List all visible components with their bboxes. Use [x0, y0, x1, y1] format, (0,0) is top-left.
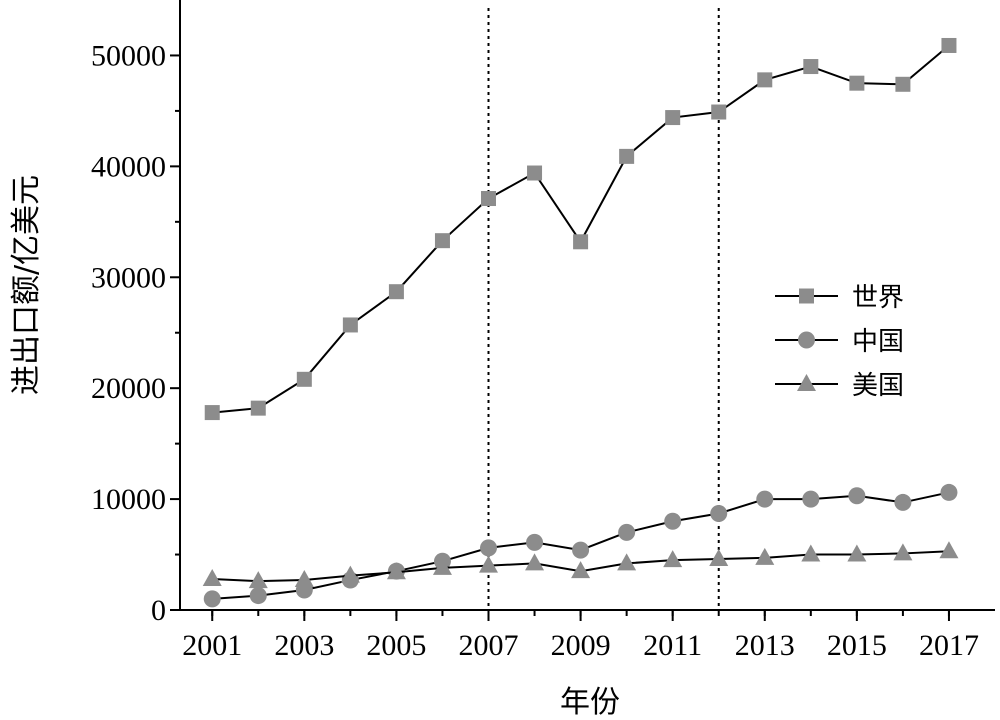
data-point — [895, 76, 911, 92]
data-point — [480, 539, 498, 557]
data-point — [894, 493, 912, 511]
data-point — [803, 59, 819, 75]
data-point — [249, 587, 267, 605]
data-point — [525, 553, 545, 571]
x-tick-label: 2007 — [459, 629, 519, 662]
x-axis-title: 年份 — [560, 685, 620, 720]
data-point — [711, 104, 727, 120]
data-point — [939, 541, 959, 559]
data-point — [940, 483, 958, 501]
data-point — [618, 523, 636, 541]
data-point — [432, 557, 452, 575]
legend-item: 美国 — [775, 371, 904, 401]
data-point — [386, 562, 406, 580]
series-circle — [203, 483, 958, 608]
data-point — [526, 533, 544, 551]
y-tick-label: 20000 — [91, 372, 166, 405]
data-point — [571, 561, 591, 579]
x-tick-label: 2015 — [827, 629, 887, 662]
data-point — [294, 570, 314, 588]
data-point — [572, 541, 590, 559]
data-point — [757, 72, 773, 88]
data-point — [755, 547, 775, 565]
data-point — [248, 571, 268, 589]
y-axis-title: 进出口额/亿美元 — [9, 175, 44, 395]
data-point — [619, 148, 635, 164]
x-tick-label: 2003 — [274, 629, 334, 662]
legend-label: 世界 — [852, 283, 904, 313]
y-tick-label: 40000 — [91, 150, 166, 183]
x-tick-label: 2013 — [735, 629, 795, 662]
data-point — [664, 512, 682, 530]
data-point — [340, 565, 360, 583]
data-point — [710, 505, 728, 523]
series-line — [212, 44, 950, 414]
data-point — [617, 553, 637, 571]
x-tick-label: 2001 — [182, 629, 242, 662]
data-point — [481, 191, 497, 207]
data-point — [893, 543, 913, 561]
legend-label: 中国 — [852, 327, 904, 357]
legend-marker — [799, 288, 814, 304]
y-axis-ticks: 0 10000 20000 30000 40000 50000 — [91, 39, 180, 627]
data-point — [573, 234, 589, 250]
y-tick-label: 10000 — [91, 483, 166, 516]
data-point — [204, 405, 220, 421]
x-tick-label: 2005 — [366, 629, 426, 662]
data-point — [756, 490, 774, 508]
data-point — [665, 110, 681, 126]
x-tick-label: 2009 — [551, 629, 611, 662]
data-point — [388, 284, 404, 300]
legend-marker — [798, 331, 815, 349]
data-point — [848, 487, 866, 505]
data-point — [434, 233, 450, 249]
data-point — [941, 37, 957, 53]
data-point — [296, 371, 312, 387]
data-point — [709, 548, 729, 566]
x-axis-ticks: 2001 2003 2005 2007 2009 2011 2013 2015 2017 — [182, 610, 979, 662]
legend-label: 美国 — [852, 371, 904, 401]
data-point — [663, 550, 683, 568]
data-point — [527, 165, 543, 181]
series-layer — [202, 37, 959, 608]
x-tick-label: 2017 — [919, 629, 979, 662]
legend-item: 世界 — [775, 283, 904, 313]
series-triangle — [202, 541, 959, 589]
series-square — [204, 37, 957, 421]
data-point — [202, 568, 222, 586]
data-point — [342, 317, 358, 333]
data-point — [479, 555, 499, 573]
data-point — [802, 490, 820, 508]
y-tick-label: 50000 — [91, 39, 166, 72]
data-point — [203, 590, 221, 608]
data-point — [849, 75, 865, 91]
data-point — [250, 400, 266, 416]
data-point — [801, 544, 821, 562]
legend-marker — [797, 374, 816, 391]
legend-item: 中国 — [775, 327, 904, 357]
x-tick-label: 2011 — [643, 629, 702, 662]
y-tick-label: 0 — [151, 594, 166, 627]
y-tick-label: 30000 — [91, 261, 166, 294]
data-point — [847, 544, 867, 562]
